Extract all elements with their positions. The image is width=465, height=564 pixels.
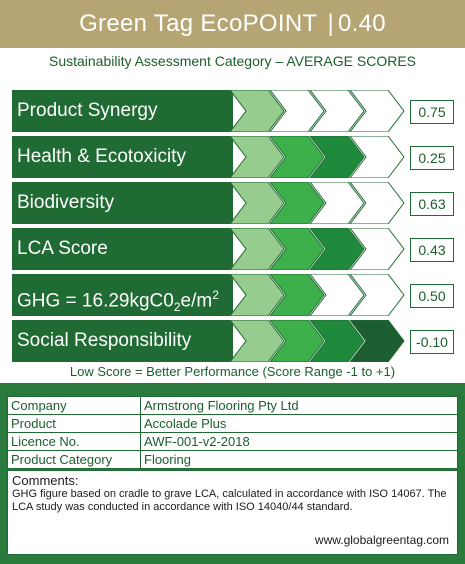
category-row: Health & Ecotoxicity 0.25 — [12, 136, 457, 178]
chevron-empty — [349, 182, 405, 224]
category-row: LCA Score 0.43 — [12, 228, 457, 270]
chevron-empty — [309, 90, 365, 132]
comments-title: Comments: — [12, 473, 79, 488]
score-note: Low Score = Better Performance (Score Ra… — [69, 364, 396, 379]
chevron-filled — [309, 320, 365, 362]
category-key: Product Category — [7, 450, 141, 469]
chevron-empty — [349, 136, 405, 178]
category-value: Flooring — [140, 450, 458, 469]
category-label: LCA Score — [12, 228, 233, 270]
chevron-filled — [269, 274, 325, 316]
comments-text: GHG figure based on cradle to grave LCA,… — [12, 488, 447, 513]
chevron-filled — [230, 274, 285, 316]
category-score: -0.10 — [410, 330, 454, 354]
category-score: 0.63 — [410, 192, 454, 216]
company-value: Armstrong Flooring Pty Ltd — [140, 396, 458, 415]
licence-value: AWF-001-v2-2018 — [140, 432, 458, 451]
category-label: Biodiversity — [12, 182, 233, 224]
score-chevrons — [230, 90, 405, 132]
chevron-filled — [269, 320, 325, 362]
licence-key: Licence No. — [7, 432, 141, 451]
ecopoint-value: 0.40 — [338, 10, 386, 37]
chevron-filled — [349, 320, 405, 362]
chevron-filled — [269, 228, 325, 270]
product-value: Accolade Plus — [140, 414, 458, 433]
details-panel: Company Armstrong Flooring Pty Ltd Produ… — [0, 383, 465, 564]
comments-box: Comments: GHG figure based on cradle to … — [7, 470, 458, 555]
score-chevrons — [230, 182, 405, 224]
chevron-empty — [309, 274, 365, 316]
chevron-empty — [269, 90, 325, 132]
score-chevrons — [230, 320, 405, 362]
chevron-filled — [269, 136, 325, 178]
table-row: Licence No. AWF-001-v2-2018 — [7, 432, 458, 451]
header-title: Green Tag EcoPOINT — [79, 10, 318, 37]
score-chevrons — [230, 228, 405, 270]
category-label: Product Synergy — [12, 90, 233, 132]
company-key: Company — [7, 396, 141, 415]
ghg-label-sub: 2 — [173, 300, 181, 315]
website-link[interactable]: www.globalgreentag.com — [314, 533, 449, 547]
score-chevrons — [230, 274, 405, 316]
chevron-filled — [309, 228, 365, 270]
chevron-empty — [349, 274, 405, 316]
category-row: Social Responsibility -0.10 — [12, 320, 457, 362]
category-score: 0.25 — [410, 146, 454, 170]
header-banner: Green Tag EcoPOINT | 0.40 — [0, 0, 465, 48]
chevron-empty — [309, 182, 365, 224]
product-key: Product — [7, 414, 141, 433]
chevron-filled — [230, 320, 285, 362]
category-label: Social Responsibility — [12, 320, 233, 362]
chevron-empty — [349, 228, 405, 270]
chevron-empty — [349, 90, 405, 132]
category-row: Biodiversity 0.63 — [12, 182, 457, 224]
chevron-filled — [230, 182, 285, 224]
ghg-label-prefix: GHG = 16.29kgC0 — [17, 290, 174, 312]
chevron-filled — [269, 182, 325, 224]
category-label: Health & Ecotoxicity — [12, 136, 233, 178]
category-row: Product Synergy 0.75 — [12, 90, 457, 132]
chevron-filled — [230, 228, 285, 270]
category-score: 0.43 — [410, 238, 454, 262]
category-row: GHG = 16.29kgC02e/m2 0.50 — [12, 274, 457, 316]
table-row: Product Category Flooring — [7, 450, 458, 469]
table-row: Product Accolade Plus — [7, 414, 458, 433]
header-separator: | — [327, 10, 335, 37]
chevron-filled — [230, 136, 285, 178]
subtitle: Sustainability Assessment Category – AVE… — [48, 53, 416, 69]
score-chevrons — [230, 136, 405, 178]
ghg-label-mid: e/m — [180, 290, 213, 312]
chevron-filled — [230, 90, 285, 132]
category-score: 0.75 — [410, 100, 454, 124]
category-label-ghg: GHG = 16.29kgC02e/m2 — [12, 274, 233, 316]
details-table: Company Armstrong Flooring Pty Ltd Produ… — [7, 396, 458, 469]
table-row: Company Armstrong Flooring Pty Ltd — [7, 396, 458, 415]
chevron-filled — [309, 136, 365, 178]
category-score: 0.50 — [410, 284, 454, 308]
ghg-label-sup: 2 — [212, 288, 219, 302]
